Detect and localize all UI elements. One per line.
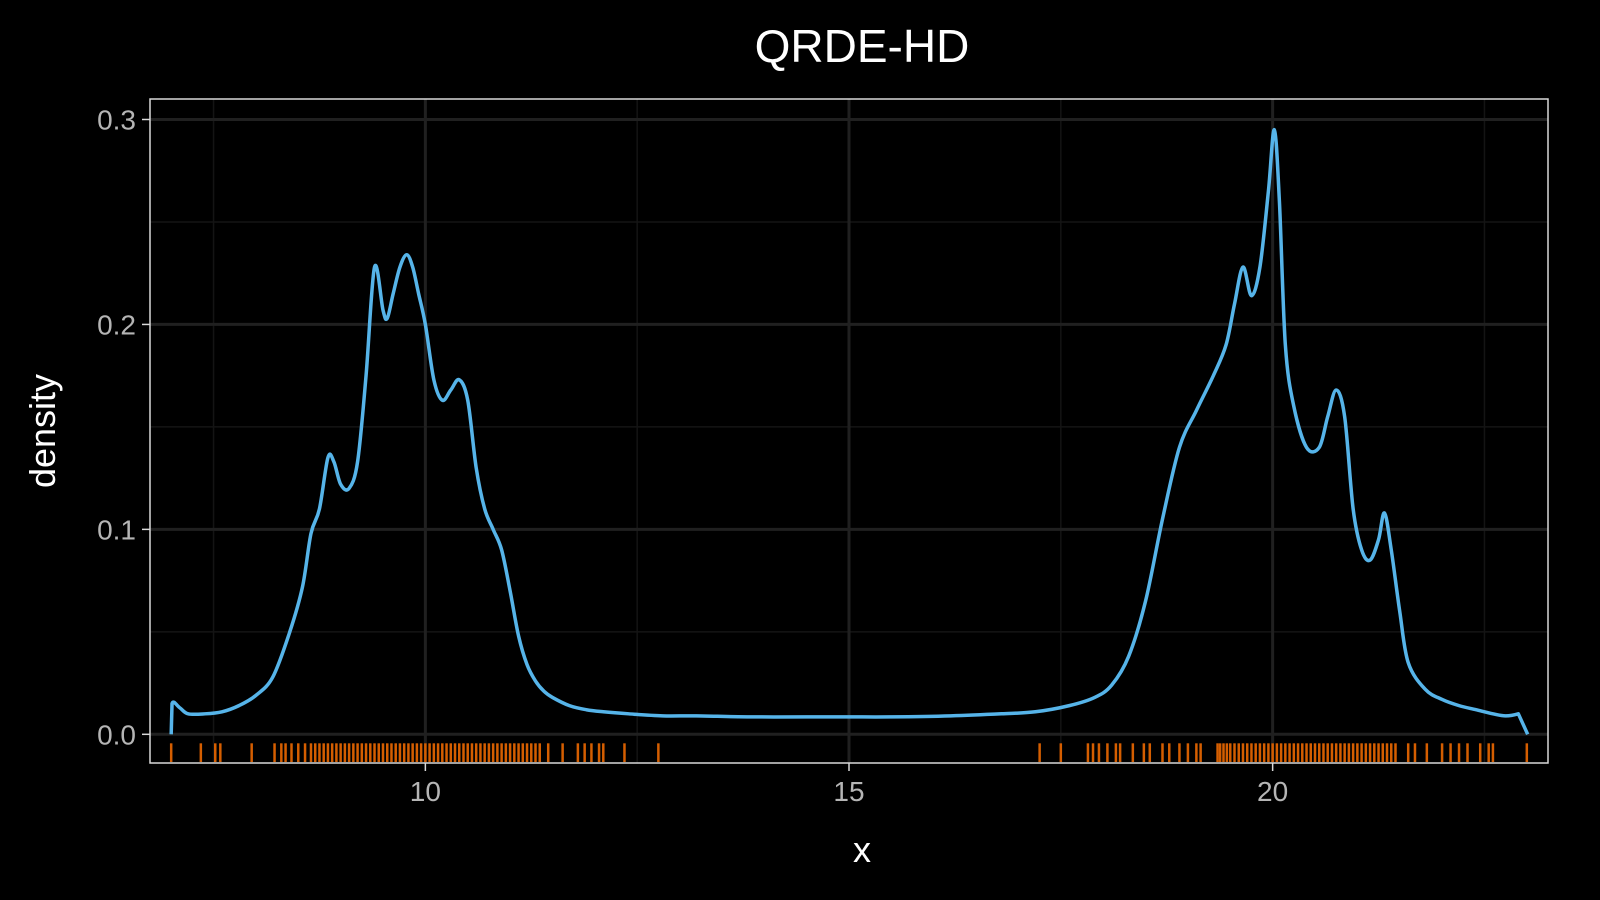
y-axis-title: density: [22, 374, 63, 488]
y-tick-label: 0.0: [97, 719, 136, 750]
x-tick-label: 20: [1257, 776, 1288, 807]
grid-lines: [150, 99, 1548, 763]
rug-marks: [169, 743, 1529, 762]
x-axis-title: x: [853, 829, 871, 870]
y-tick-label: 0.1: [97, 514, 136, 545]
chart-title: QRDE-HD: [755, 20, 970, 72]
series-layer: [169, 127, 1530, 736]
x-tick-label: 10: [410, 776, 441, 807]
x-tick-label: 15: [833, 776, 864, 807]
axes: 10 15 20 0.0 0.1 0.2 0.3: [97, 104, 1288, 807]
y-tick-label: 0.3: [97, 104, 136, 135]
panel-border: [149, 98, 1549, 764]
density-line: [169, 127, 1530, 736]
y-tick-label: 0.2: [97, 309, 136, 340]
